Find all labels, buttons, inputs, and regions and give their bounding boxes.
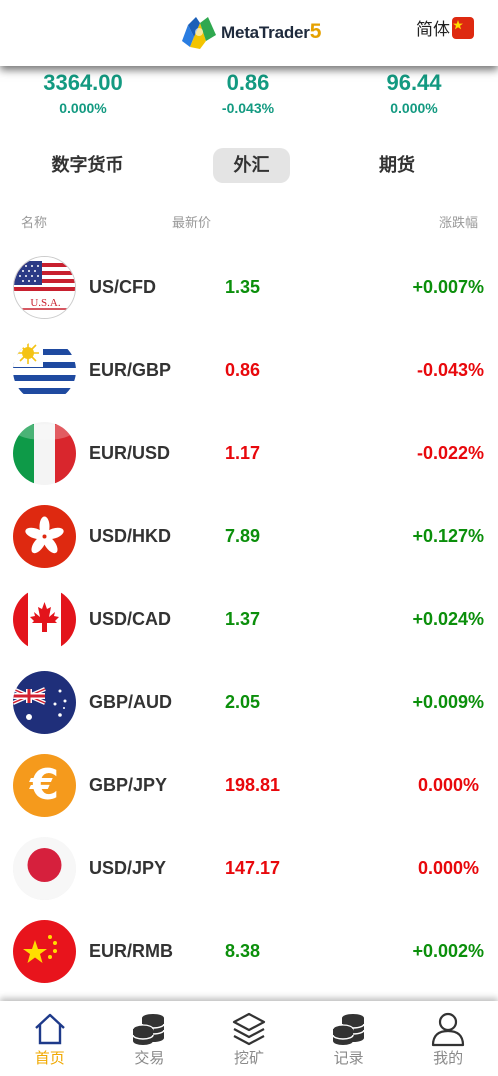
nav-home[interactable]: 首页: [0, 1001, 100, 1076]
user-icon: [432, 1012, 465, 1047]
nav-records-label: 记录: [333, 1049, 364, 1067]
nav-home-label: 首页: [34, 1049, 65, 1067]
pair-name: EUR/GBP: [89, 360, 172, 380]
nav-profile-label: 我的: [433, 1049, 464, 1067]
list-item[interactable]: EUR/GBP 0.86 -0.043%: [0, 329, 498, 412]
pair-name: EUR/USD: [89, 443, 171, 463]
coins-stack-icon: [331, 1014, 365, 1045]
usa-flag-icon: U.S.A.: [13, 256, 76, 319]
china-flag-icon: [452, 16, 474, 39]
summary-price: 96.44: [386, 70, 442, 95]
pair-name: USD/JPY: [89, 858, 167, 878]
pair-price: 2.05: [225, 692, 261, 712]
column-header-price: 最新价: [172, 216, 212, 231]
pair-price: 1.35: [225, 277, 261, 297]
pair-change: -0.022%: [416, 443, 484, 463]
list-item[interactable]: USD/JPY 147.17 0.000%: [0, 827, 498, 910]
pair-change: +0.009%: [412, 692, 484, 712]
bottom-navigation: 首页 交易 挖矿: [0, 1001, 498, 1076]
svg-text:U.S.A.: U.S.A.: [30, 297, 61, 309]
pair-name: USD/HKD: [89, 526, 172, 546]
coins-icon: [132, 1014, 166, 1045]
list-item[interactable]: EUR/USD 1.17 -0.022%: [0, 412, 498, 495]
pair-name: US/CFD: [89, 277, 156, 297]
pair-price: 1.37: [225, 609, 261, 629]
summary-change: 0.000%: [59, 100, 107, 116]
list-item[interactable]: GBP/AUD 2.05 +0.009%: [0, 661, 498, 744]
summary-change: -0.043%: [221, 100, 275, 116]
japan-flag-icon: [13, 837, 76, 900]
app-header: MetaTrader5 简体: [0, 0, 498, 66]
logo-wordmark: MetaTrader5: [221, 20, 322, 43]
canada-flag-icon: [13, 588, 76, 651]
summary-price: 0.86: [226, 70, 270, 95]
nav-records[interactable]: 记录: [299, 1001, 399, 1076]
nav-mining[interactable]: 挖矿: [199, 1001, 299, 1076]
pair-price: 0.86: [225, 360, 261, 380]
pair-name: GBP/AUD: [89, 692, 173, 712]
market-summary: 3364.00 0.000% 0.86 -0.043% 96.44 0.000%: [0, 66, 498, 126]
tab-forex[interactable]: 外汇: [213, 148, 290, 183]
metatrader-logo[interactable]: MetaTrader5: [178, 11, 321, 53]
pair-change: +0.002%: [412, 941, 484, 961]
hong-kong-flag-icon: [13, 505, 76, 568]
tab-futures[interactable]: 期货: [379, 155, 415, 176]
column-header-name: 名称: [21, 216, 48, 231]
summary-price: 3364.00: [43, 70, 123, 95]
home-icon: [34, 1013, 65, 1045]
pair-price: 198.81: [225, 775, 281, 795]
euro-coin-icon: €: [13, 754, 76, 817]
china-flag-icon: [13, 920, 76, 983]
australia-flag-icon: [13, 671, 76, 734]
italy-flag-icon: [13, 422, 76, 485]
metatrader-logo-icon: [182, 17, 216, 49]
pair-price: 1.17: [225, 443, 261, 463]
language-switcher[interactable]: 简体: [416, 15, 474, 40]
pair-change: +0.024%: [412, 609, 484, 629]
summary-item[interactable]: 3364.00 0.000%: [13, 70, 153, 118]
pair-change: +0.127%: [412, 526, 484, 546]
nav-mining-label: 挖矿: [233, 1049, 264, 1067]
summary-change: 0.000%: [390, 100, 438, 116]
tab-crypto[interactable]: 数字货币: [51, 155, 124, 176]
pair-price: 7.89: [225, 526, 261, 546]
pair-price: 147.17: [225, 858, 281, 878]
list-item[interactable]: EUR/RMB 8.38 +0.002%: [0, 910, 498, 993]
uruguay-flag-icon: [13, 339, 76, 402]
market-tabs: 数字货币 外汇 期货: [0, 148, 498, 184]
pair-change: -0.043%: [416, 360, 484, 380]
column-header-change: 涨跌幅: [438, 216, 478, 231]
language-label: 简体: [416, 20, 450, 40]
pair-name: GBP/JPY: [89, 775, 168, 795]
list-item[interactable]: USD/HKD 7.89 +0.127%: [0, 495, 498, 578]
nav-profile[interactable]: 我的: [398, 1001, 498, 1076]
pair-name: USD/CAD: [89, 609, 172, 629]
pair-price: 8.38: [225, 941, 261, 961]
pair-change: 0.000%: [417, 775, 479, 795]
summary-item[interactable]: 96.44 0.000%: [344, 70, 484, 118]
list-item[interactable]: U.S.A. US/CFD 1.35 +0.007%: [0, 246, 498, 329]
pair-name: EUR/RMB: [89, 941, 173, 961]
pair-change: +0.007%: [412, 277, 484, 297]
pair-change: 0.000%: [417, 858, 479, 878]
layers-icon: [232, 1012, 266, 1046]
nav-trade-label: 交易: [134, 1049, 165, 1067]
svg-text:€: €: [29, 760, 59, 809]
summary-item[interactable]: 0.86 -0.043%: [178, 70, 318, 118]
list-item[interactable]: € GBP/JPY 198.81 0.000%: [0, 744, 498, 827]
list-item[interactable]: USD/CAD 1.37 +0.024%: [0, 578, 498, 661]
nav-trade[interactable]: 交易: [100, 1001, 200, 1076]
